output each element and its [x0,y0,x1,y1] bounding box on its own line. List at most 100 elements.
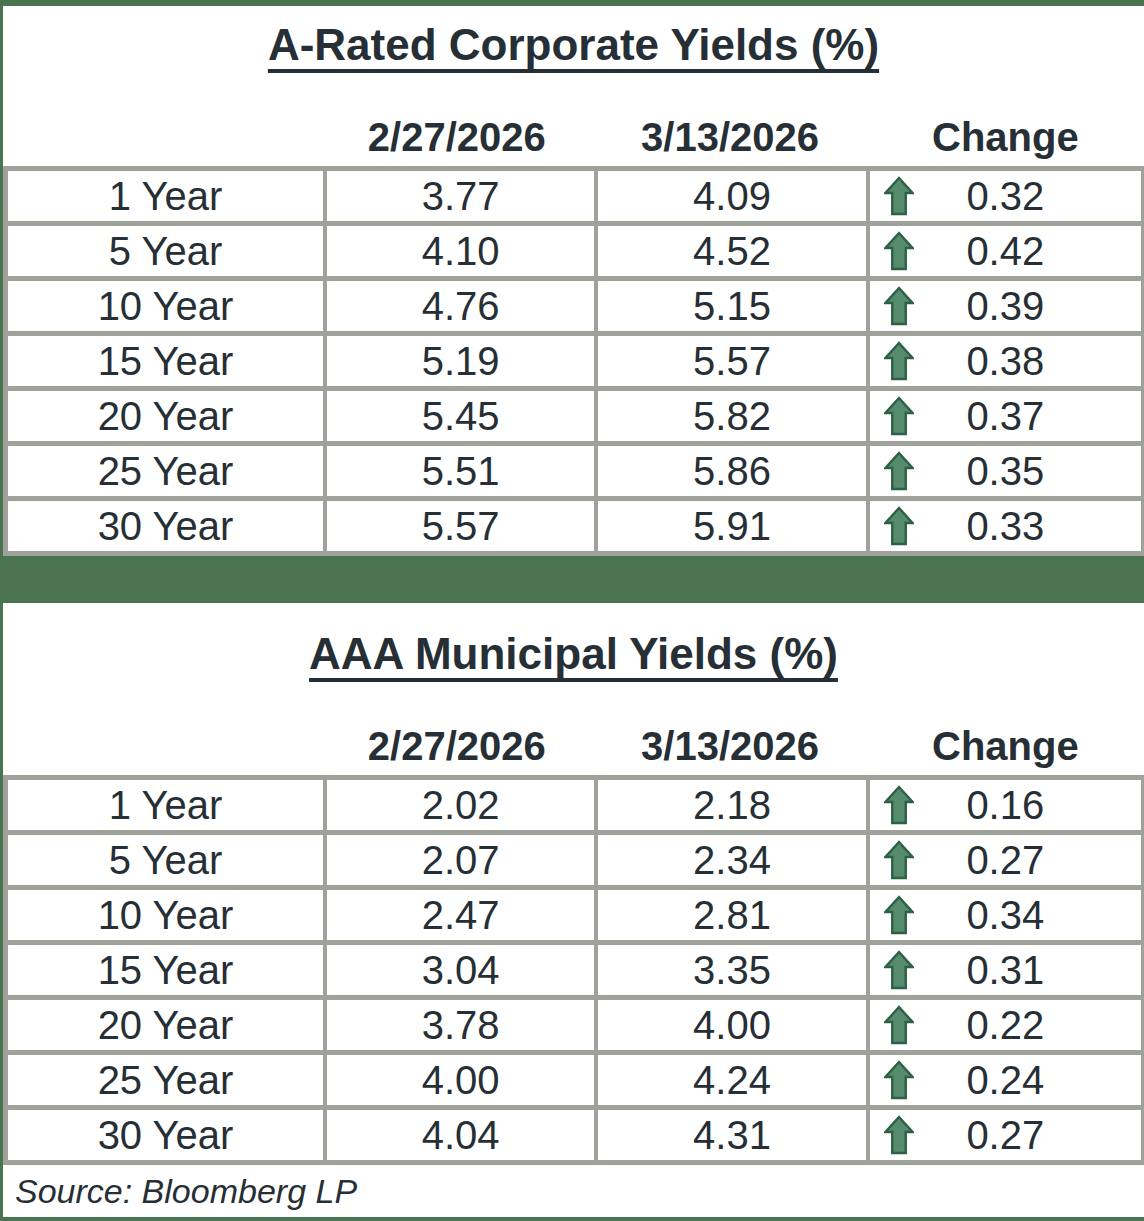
corporate-table-title: A-Rated Corporate Yields (%) [3,20,1144,71]
change-value: 0.27 [966,1113,1044,1158]
corporate-yields-table: 1 Year 3.77 4.09 0.32 5 Year 4.10 4.52 0… [3,166,1144,556]
up-arrow-icon [884,785,914,825]
prev-yield-cell: 3.77 [323,171,594,221]
prev-yield-cell: 4.10 [323,226,594,276]
change-value: 0.34 [966,893,1044,938]
row-label: 1 Year [8,780,323,830]
table-row: 25 Year 4.00 4.24 0.24 [8,1050,1141,1105]
column-header-change: Change [867,724,1144,769]
change-value: 0.38 [966,339,1044,384]
curr-yield-cell: 4.09 [594,171,865,221]
curr-yield-cell: 5.86 [594,446,865,496]
curr-yield-cell: 2.18 [594,780,865,830]
row-label: 30 Year [8,1110,323,1160]
table-row: 25 Year 5.51 5.86 0.35 [8,441,1141,496]
change-value: 0.32 [966,174,1044,219]
column-header-date2: 3/13/2026 [593,115,866,160]
curr-yield-cell: 4.24 [594,1055,865,1105]
change-cell: 0.34 [866,890,1141,940]
change-value: 0.27 [966,838,1044,883]
prev-yield-cell: 2.02 [323,780,594,830]
up-arrow-icon [884,1060,914,1100]
row-label: 1 Year [8,171,323,221]
prev-yield-cell: 4.04 [323,1110,594,1160]
change-value: 0.24 [966,1058,1044,1103]
change-cell: 0.35 [866,446,1141,496]
municipal-table-title: AAA Municipal Yields (%) [3,629,1144,680]
curr-yield-cell: 4.00 [594,1000,865,1050]
up-arrow-icon [884,341,914,381]
up-arrow-icon [884,895,914,935]
corporate-column-headers: 2/27/2026 3/13/2026 Change [3,115,1144,166]
municipal-column-headers: 2/27/2026 3/13/2026 Change [3,724,1144,775]
row-label: 20 Year [8,391,323,441]
prev-yield-cell: 3.78 [323,1000,594,1050]
up-arrow-icon [884,1005,914,1045]
source-note: Source: Bloomberg LP [3,1165,1144,1217]
table-row: 1 Year 3.77 4.09 0.32 [8,171,1141,221]
up-arrow-icon [884,231,914,271]
row-label: 30 Year [8,501,323,551]
up-arrow-icon [884,286,914,326]
curr-yield-cell: 4.52 [594,226,865,276]
change-cell: 0.38 [866,336,1141,386]
prev-yield-cell: 5.51 [323,446,594,496]
column-header-date1: 2/27/2026 [320,724,593,769]
curr-yield-cell: 5.82 [594,391,865,441]
change-value: 0.35 [966,449,1044,494]
table-row: 15 Year 5.19 5.57 0.38 [8,331,1141,386]
table-row: 1 Year 2.02 2.18 0.16 [8,780,1141,830]
row-label: 15 Year [8,336,323,386]
up-arrow-icon [884,950,914,990]
change-value: 0.16 [966,783,1044,828]
up-arrow-icon [884,506,914,546]
source-note-text: Source: Bloomberg LP [15,1172,357,1211]
column-header-date2: 3/13/2026 [593,724,866,769]
bottom-border-line [0,1217,1144,1221]
prev-yield-cell: 2.07 [323,835,594,885]
table-row: 20 Year 3.78 4.00 0.22 [8,995,1141,1050]
table-row: 10 Year 2.47 2.81 0.34 [8,885,1141,940]
prev-yield-cell: 5.57 [323,501,594,551]
table-row: 30 Year 4.04 4.31 0.27 [8,1105,1141,1160]
curr-yield-cell: 5.57 [594,336,865,386]
change-cell: 0.27 [866,1110,1141,1160]
up-arrow-icon [884,451,914,491]
change-cell: 0.22 [866,1000,1141,1050]
change-value: 0.22 [966,1003,1044,1048]
curr-yield-cell: 2.81 [594,890,865,940]
table-row: 5 Year 2.07 2.34 0.27 [8,830,1141,885]
table-row: 10 Year 4.76 5.15 0.39 [8,276,1141,331]
municipal-table-title-text: AAA Municipal Yields (%) [309,629,838,678]
up-arrow-icon [884,396,914,436]
change-cell: 0.27 [866,835,1141,885]
change-cell: 0.33 [866,501,1141,551]
change-value: 0.37 [966,394,1044,439]
municipal-yields-table: 1 Year 2.02 2.18 0.16 5 Year 2.07 2.34 0… [3,775,1144,1165]
change-cell: 0.39 [866,281,1141,331]
row-label: 5 Year [8,226,323,276]
change-cell: 0.24 [866,1055,1141,1105]
curr-yield-cell: 2.34 [594,835,865,885]
row-label: 10 Year [8,890,323,940]
curr-yield-cell: 4.31 [594,1110,865,1160]
prev-yield-cell: 5.19 [323,336,594,386]
table-row: 30 Year 5.57 5.91 0.33 [8,496,1141,551]
prev-yield-cell: 4.00 [323,1055,594,1105]
row-label: 25 Year [8,446,323,496]
column-header-date1: 2/27/2026 [320,115,593,160]
yield-tables-sheet: A-Rated Corporate Yields (%) 2/27/2026 3… [0,0,1144,1221]
prev-yield-cell: 3.04 [323,945,594,995]
change-cell: 0.42 [866,226,1141,276]
curr-yield-cell: 5.91 [594,501,865,551]
up-arrow-icon [884,176,914,216]
row-label: 20 Year [8,1000,323,1050]
change-cell: 0.31 [866,945,1141,995]
change-value: 0.39 [966,284,1044,329]
change-value: 0.31 [966,948,1044,993]
row-label: 25 Year [8,1055,323,1105]
municipal-table-header: AAA Municipal Yields (%) 2/27/2026 3/13/… [3,603,1144,775]
row-label: 10 Year [8,281,323,331]
table-row: 20 Year 5.45 5.82 0.37 [8,386,1141,441]
change-value: 0.42 [966,229,1044,274]
